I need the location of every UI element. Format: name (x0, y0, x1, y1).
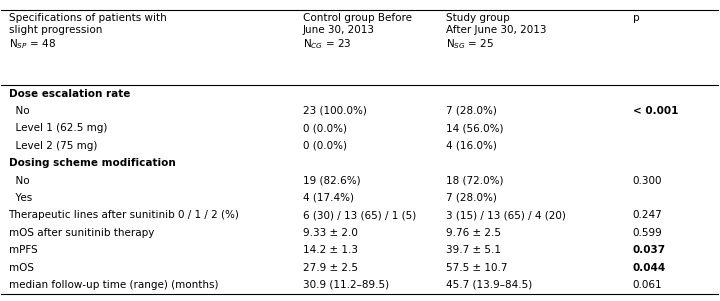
Text: No: No (9, 175, 30, 186)
Text: 9.33 ± 2.0: 9.33 ± 2.0 (302, 228, 358, 238)
Text: mOS: mOS (9, 262, 34, 272)
Text: 6 (30) / 13 (65) / 1 (5): 6 (30) / 13 (65) / 1 (5) (302, 210, 416, 220)
Text: 57.5 ± 10.7: 57.5 ± 10.7 (446, 262, 508, 272)
Text: 45.7 (13.9–84.5): 45.7 (13.9–84.5) (446, 280, 532, 290)
Text: < 0.001: < 0.001 (633, 106, 678, 116)
Text: 0 (0.0%): 0 (0.0%) (302, 141, 346, 151)
Text: 27.9 ± 2.5: 27.9 ± 2.5 (302, 262, 358, 272)
Text: 7 (28.0%): 7 (28.0%) (446, 106, 497, 116)
Text: 0 (0.0%): 0 (0.0%) (302, 123, 346, 133)
Text: 0.247: 0.247 (633, 210, 662, 220)
Text: 18 (72.0%): 18 (72.0%) (446, 175, 503, 186)
Text: 0.061: 0.061 (633, 280, 662, 290)
Text: Specifications of patients with
slight progression
N$_{SP}$ = 48: Specifications of patients with slight p… (9, 13, 166, 51)
Text: median follow-up time (range) (months): median follow-up time (range) (months) (9, 280, 218, 290)
Text: mPFS: mPFS (9, 245, 37, 255)
Text: mOS after sunitinib therapy: mOS after sunitinib therapy (9, 228, 154, 238)
Text: 19 (82.6%): 19 (82.6%) (302, 175, 360, 186)
Text: 3 (15) / 13 (65) / 4 (20): 3 (15) / 13 (65) / 4 (20) (446, 210, 566, 220)
Text: 9.76 ± 2.5: 9.76 ± 2.5 (446, 228, 501, 238)
Text: 4 (17.4%): 4 (17.4%) (302, 193, 354, 203)
Text: Therapeutic lines after sunitinib 0 / 1 / 2 (%): Therapeutic lines after sunitinib 0 / 1 … (9, 210, 240, 220)
Text: Dosing scheme modification: Dosing scheme modification (9, 158, 175, 168)
Text: Control group Before
June 30, 2013
N$_{CG}$ = 23: Control group Before June 30, 2013 N$_{C… (302, 13, 412, 51)
Text: 0.599: 0.599 (633, 228, 662, 238)
Text: Yes: Yes (9, 193, 32, 203)
Text: 23 (100.0%): 23 (100.0%) (302, 106, 366, 116)
Text: 7 (28.0%): 7 (28.0%) (446, 193, 497, 203)
Text: p: p (633, 13, 639, 23)
Text: No: No (9, 106, 30, 116)
Text: 30.9 (11.2–89.5): 30.9 (11.2–89.5) (302, 280, 389, 290)
Text: 0.044: 0.044 (633, 262, 666, 272)
Text: 14.2 ± 1.3: 14.2 ± 1.3 (302, 245, 358, 255)
Text: Study group
After June 30, 2013
N$_{SG}$ = 25: Study group After June 30, 2013 N$_{SG}$… (446, 13, 546, 51)
Text: Level 2 (75 mg): Level 2 (75 mg) (9, 141, 97, 151)
Text: Level 1 (62.5 mg): Level 1 (62.5 mg) (9, 123, 107, 133)
Text: 0.037: 0.037 (633, 245, 666, 255)
Text: 39.7 ± 5.1: 39.7 ± 5.1 (446, 245, 501, 255)
Text: Dose escalation rate: Dose escalation rate (9, 88, 130, 99)
Text: 14 (56.0%): 14 (56.0%) (446, 123, 503, 133)
Text: 0.300: 0.300 (633, 175, 662, 186)
Text: 4 (16.0%): 4 (16.0%) (446, 141, 497, 151)
